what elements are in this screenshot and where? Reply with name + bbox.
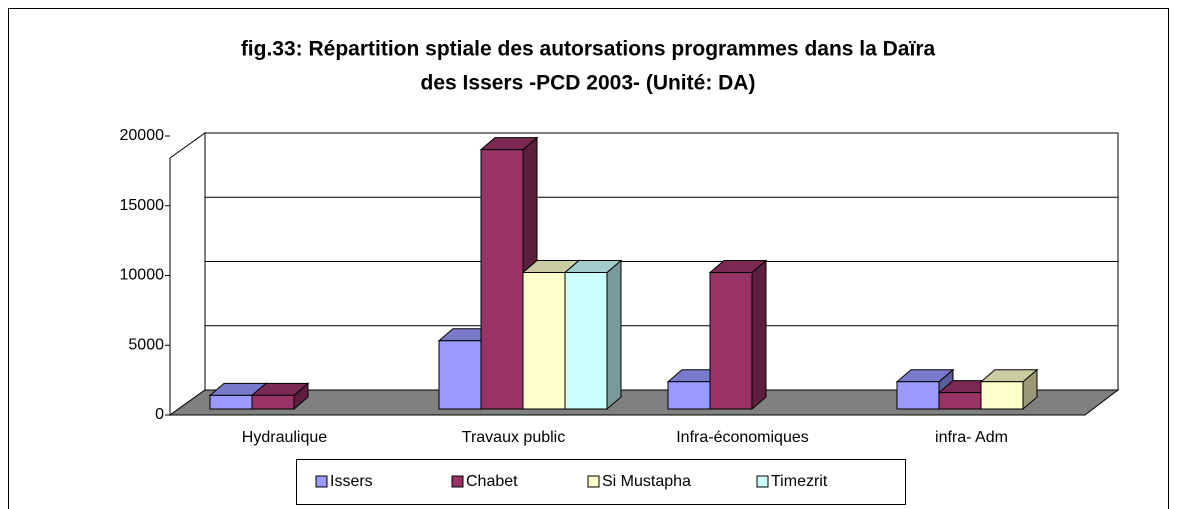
y-tick-label: 0 bbox=[155, 406, 164, 423]
y-tick-label: 20000 bbox=[120, 127, 165, 144]
chart-title: des Issers -PCD 2003- (Unité: DA) bbox=[421, 72, 756, 95]
bar-side bbox=[606, 259, 622, 411]
bar bbox=[522, 272, 566, 410]
bar bbox=[980, 381, 1024, 410]
bar bbox=[938, 392, 982, 410]
legend-label: Chabet bbox=[466, 473, 518, 490]
y-tick-label: 15000 bbox=[120, 197, 165, 214]
y-tick-label: 5000 bbox=[128, 336, 164, 353]
legend-swatch bbox=[315, 475, 328, 488]
legend-label: Si Mustapha bbox=[602, 473, 691, 490]
bar bbox=[438, 340, 482, 410]
bar bbox=[667, 381, 711, 410]
legend-label: Timezrit bbox=[771, 473, 828, 490]
bar bbox=[564, 272, 608, 410]
bar bbox=[709, 272, 753, 410]
legend-swatch bbox=[756, 475, 769, 488]
x-tick-label: infra- Adm bbox=[935, 429, 1008, 446]
legend-swatch bbox=[451, 475, 464, 488]
bar bbox=[480, 149, 524, 410]
legend-label: Issers bbox=[330, 473, 373, 490]
legend-swatch bbox=[587, 475, 600, 488]
x-tick-label: Travaux public bbox=[462, 429, 565, 446]
x-tick-label: Infra-économiques bbox=[676, 429, 809, 446]
bar-side bbox=[751, 259, 767, 411]
floor bbox=[168, 389, 1120, 416]
y-tick-label: 10000 bbox=[120, 267, 165, 284]
bar bbox=[896, 381, 940, 410]
bar bbox=[251, 394, 295, 410]
legend bbox=[296, 459, 906, 505]
chart-title: fig.33: Répartition sptiale des autorsat… bbox=[241, 38, 936, 61]
side-wall bbox=[169, 132, 206, 416]
bar bbox=[209, 394, 253, 410]
x-tick-label: Hydraulique bbox=[242, 429, 327, 446]
